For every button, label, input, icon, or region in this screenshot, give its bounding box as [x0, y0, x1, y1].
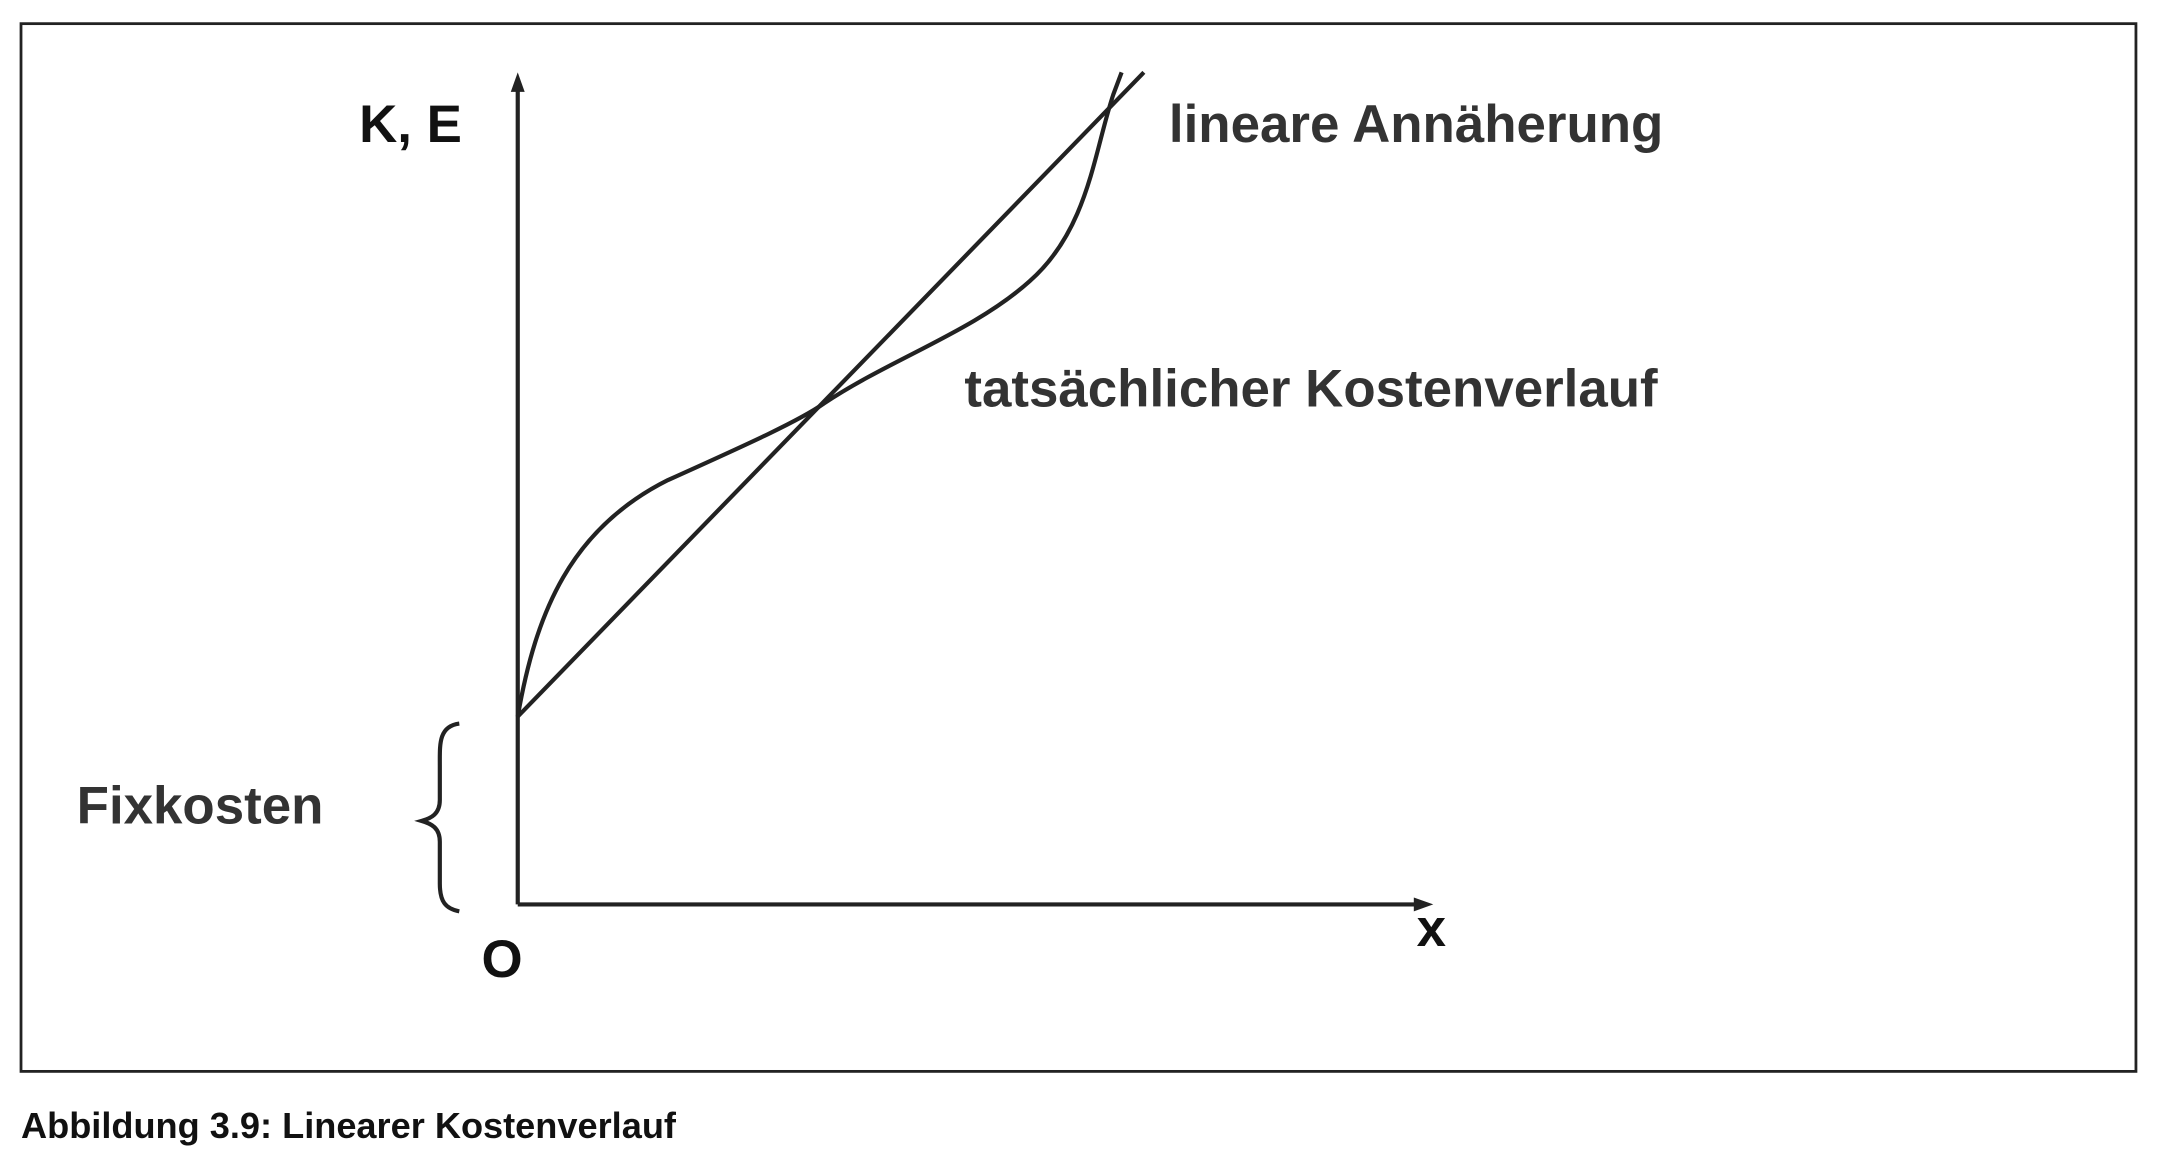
fixed-label: Fixkosten: [77, 777, 324, 836]
origin-label: O: [482, 930, 523, 989]
cost-curve: [515, 71, 1124, 717]
x-axis-label: x: [1417, 899, 1447, 958]
caption: Abbildung 3.9: Linearer Kostenverlauf: [21, 1105, 677, 1146]
linear-label: lineare Annäherung: [1169, 95, 1663, 154]
y-axis-label: K, E: [359, 95, 462, 154]
x-axis-arrow: [1413, 897, 1434, 912]
fixed-cost-brace: [414, 721, 460, 914]
frame: [19, 22, 2138, 1073]
actual-label: tatsächlicher Kostenverlauf: [964, 359, 1658, 418]
y-axis-arrow: [510, 72, 525, 92]
linear-line: [516, 70, 1146, 719]
